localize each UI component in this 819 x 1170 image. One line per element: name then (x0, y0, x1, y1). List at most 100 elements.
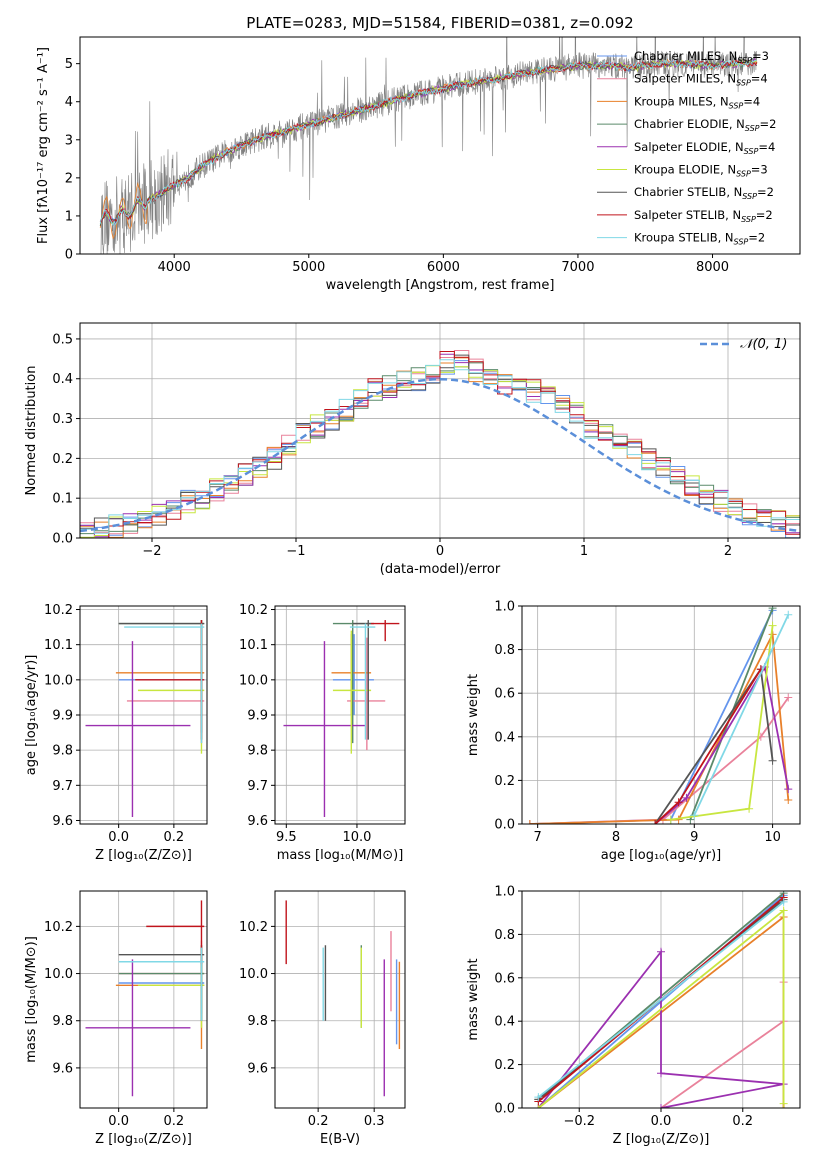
x-tick-label: 9.5 (276, 830, 297, 845)
plot-area-weight_vs_Z (534, 891, 788, 1108)
weight-marker (768, 756, 777, 765)
legend-label: 𝒩(0, 1) (740, 337, 787, 352)
x-tick-label: 7 (534, 830, 542, 845)
observed-spectrum (99, 37, 757, 254)
x-tick-label: −2 (142, 544, 161, 559)
axes-frame-mass_vs_ebv (274, 890, 406, 1109)
panel-weight_vs_age: 7 8 9 10 0.0 0.2 0.4 0.6 0.8 1.0 age [log₁₀(age/yr… (466, 600, 801, 863)
x-tick-label: 8000 (696, 260, 729, 275)
panel-spectrum: 4000 5000 6000 7000 8000 0 1 2 3 4 5 wavelength [An… (36, 36, 801, 293)
x-axis-label: Z [log₁₀(Z/Z⊙)] (95, 848, 192, 863)
errorbar-point (352, 620, 374, 740)
legend-label: Kroupa STELIB, NSSP=2 (634, 231, 765, 247)
x-tick-label: 9 (690, 830, 698, 845)
weight-marker (525, 820, 534, 824)
x-axis-label: (data-model)/error (380, 562, 501, 577)
weight-marker (682, 793, 691, 802)
panel-mass_vs_ebv: 0.2 0.3 9.6 9.8 10.0 10.2 E(B-V) (239, 890, 406, 1147)
weight-marker (779, 906, 788, 915)
y-tick-label: 1.0 (494, 885, 515, 900)
figure-title: PLATE=0283, MJD=51584, FIBERID=0381, z=0… (246, 14, 633, 32)
legend-label: Salpeter MILES, NSSP=4 (634, 72, 768, 88)
weight-marker (784, 796, 793, 805)
x-tick-label: 0.2 (732, 1114, 753, 1129)
axes-frame-weight_vs_age (521, 605, 801, 825)
weight-line (689, 607, 774, 820)
x-tick-label: 0.0 (108, 830, 129, 845)
plot-area-mass_vs_Z (85, 900, 205, 1097)
x-tick-label: 7000 (561, 260, 594, 275)
y-tick-label: 9.9 (247, 709, 268, 724)
errorbar-point (118, 947, 205, 1014)
y-tick-label: 1 (65, 209, 73, 224)
y-tick-label: 0.0 (52, 532, 73, 547)
y-tick-label: 0.8 (494, 928, 515, 943)
y-tick-label: 10.1 (44, 638, 73, 653)
y-tick-label: 9.7 (247, 779, 268, 794)
x-axis-label: Z [log₁₀(Z/Z⊙)] (613, 1132, 710, 1147)
y-tick-label: 10.0 (239, 967, 268, 982)
y-tick-label: 0.6 (494, 971, 515, 986)
y-tick-label: 0.2 (52, 452, 73, 467)
weight-marker (657, 1104, 665, 1108)
x-axis-label: E(B-V) (320, 1132, 360, 1147)
x-axis-label: mass [log₁₀(M/M⊙)] (277, 848, 404, 863)
axes-frame-spectrum (79, 36, 801, 255)
y-tick-label: 9.8 (52, 744, 73, 759)
weight-marker (768, 606, 777, 613)
x-tick-label: 0.0 (651, 1114, 672, 1129)
y-tick-label: 0.4 (494, 730, 515, 745)
y-tick-label: 0 (65, 248, 73, 263)
y-tick-label: 9.7 (52, 779, 73, 794)
legend-label: Chabrier MILES, NSSP=3 (634, 49, 769, 65)
normal-distribution-curve (80, 377, 800, 533)
errorbar-point (124, 623, 205, 744)
y-tick-label: 10.2 (239, 920, 268, 935)
x-axis-label: age [log₁₀(age/yr)] (601, 848, 722, 863)
plot-area-age_vs_Z (85, 620, 205, 817)
weight-marker (779, 897, 788, 906)
weight-line (529, 631, 790, 824)
x-tick-label: 4000 (158, 260, 191, 275)
legend-label: Chabrier STELIB, NSSP=2 (634, 185, 774, 201)
weight-line (660, 982, 785, 1108)
plot-area-residuals (80, 350, 800, 538)
y-axis-label: mass weight (466, 674, 481, 756)
y-tick-label: 0.2 (494, 774, 515, 789)
y-axis-label: Normed distribution (24, 366, 39, 496)
errorbar-point (118, 620, 205, 733)
y-tick-label: 0.5 (52, 332, 73, 347)
errorbar-point (137, 627, 205, 754)
errorbar-point (349, 623, 376, 740)
errorbar-point (137, 947, 205, 1028)
axes-frame-mass_vs_Z (79, 890, 208, 1109)
x-tick-label: 0 (436, 544, 444, 559)
y-tick-label: 10.2 (44, 603, 73, 618)
weight-line (537, 901, 785, 1098)
x-axis-label: wavelength [Angstrom, rest frame] (326, 278, 555, 293)
axes-frame-weight_vs_Z (521, 890, 801, 1109)
y-tick-label: 0.4 (52, 372, 73, 387)
x-tick-label: 1 (580, 544, 588, 559)
weight-marker (779, 1099, 788, 1108)
y-tick-label: 0.4 (494, 1015, 515, 1030)
x-axis-label: Z [log₁₀(Z/Z⊙)] (95, 1132, 192, 1147)
x-tick-label: 10.0 (342, 830, 371, 845)
axes-frame-age_vs_mass (274, 605, 406, 825)
errorbar-point (135, 620, 205, 740)
y-tick-label: 0.0 (494, 818, 515, 833)
weight-line (654, 664, 790, 824)
y-tick-label: 5 (65, 57, 73, 72)
plot-area-age_vs_mass (283, 620, 400, 817)
weight-marker (768, 621, 777, 630)
panel-residuals: −2 −1 0 1 2 0.0 0.1 0.2 0.3 0.4 0.5 (data-model)/er… (24, 322, 801, 577)
x-tick-label: 0.2 (308, 1114, 329, 1129)
model-spectrum-line (99, 59, 758, 227)
y-axis-label: age [log₁₀(age/yr)] (24, 655, 39, 776)
y-tick-label: 9.9 (52, 709, 73, 724)
errorbar-point (85, 641, 191, 817)
axes-frame-residuals (79, 322, 801, 539)
y-axis-label: mass [log₁₀(M/M⊙)] (24, 936, 39, 1063)
panel-age_vs_Z: 0.0 0.2 9.6 9.7 9.8 9.9 10.0 10.1 10.2 Z [log₁₀(Z… (24, 603, 208, 863)
y-tick-label: 9.8 (247, 744, 268, 759)
